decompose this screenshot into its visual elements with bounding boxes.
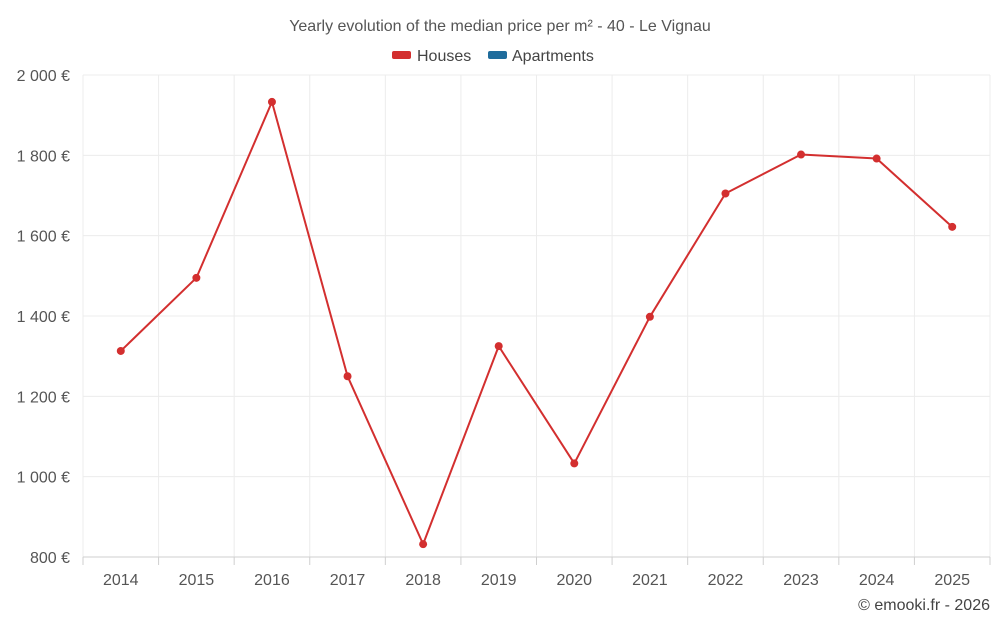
data-point-houses-2018[interactable]	[419, 540, 428, 549]
x-tick-label: 2016	[254, 572, 290, 589]
y-tick-label: 1 400 €	[17, 309, 70, 326]
legend-swatch-houses[interactable]	[392, 51, 411, 59]
data-point-houses-2015[interactable]	[192, 273, 201, 282]
x-tick-label: 2024	[859, 572, 895, 589]
chart-title: Yearly evolution of the median price per…	[289, 18, 711, 35]
credit-text: © emooki.fr - 2026	[858, 597, 990, 614]
legend-swatch-apartments[interactable]	[488, 51, 507, 59]
chart-grid	[82, 74, 991, 557]
x-tick-label: 2014	[103, 572, 139, 589]
x-axis: 2014 2015 2016 2017 2018 2019 2020 2021 2022 2023…	[82, 556, 991, 589]
data-point-houses-2022[interactable]	[721, 189, 730, 198]
chart-legend: Houses Apartments	[392, 48, 594, 65]
x-tick-label: 2018	[405, 572, 441, 589]
x-tick-label: 2021	[632, 572, 668, 589]
series-line-houses	[120, 100, 953, 546]
data-point-houses-2024[interactable]	[872, 154, 881, 163]
data-point-houses-2019[interactable]	[494, 342, 503, 351]
x-tick-label: 2015	[179, 572, 215, 589]
data-point-houses-2025[interactable]	[948, 222, 957, 231]
data-point-houses-2017[interactable]	[343, 372, 352, 381]
y-tick-label: 800 €	[30, 550, 70, 567]
data-point-houses-2014[interactable]	[116, 346, 125, 355]
data-point-houses-2020[interactable]	[570, 459, 579, 468]
data-point-houses-2021[interactable]	[645, 312, 654, 321]
x-tick-label: 2022	[708, 572, 744, 589]
x-tick-label: 2023	[783, 572, 819, 589]
x-tick-label: 2019	[481, 572, 517, 589]
x-tick-label: 2017	[330, 572, 366, 589]
legend-label-houses[interactable]: Houses	[417, 48, 471, 65]
y-axis: 800 € 1 000 € 1 200 € 1 400 € 1 600 € 1 800 €…	[17, 68, 70, 567]
y-tick-label: 1 800 €	[17, 148, 70, 165]
chart-series	[116, 97, 957, 549]
y-tick-label: 1 600 €	[17, 229, 70, 246]
y-tick-label: 2 000 €	[17, 68, 70, 85]
legend-label-apartments[interactable]: Apartments	[512, 48, 594, 65]
x-tick-label: 2020	[556, 572, 592, 589]
data-point-houses-2023[interactable]	[797, 150, 806, 159]
y-tick-label: 1 000 €	[17, 470, 70, 487]
y-tick-label: 1 200 €	[17, 389, 70, 406]
x-tick-label: 2025	[934, 572, 970, 589]
data-point-houses-2016[interactable]	[267, 97, 276, 106]
